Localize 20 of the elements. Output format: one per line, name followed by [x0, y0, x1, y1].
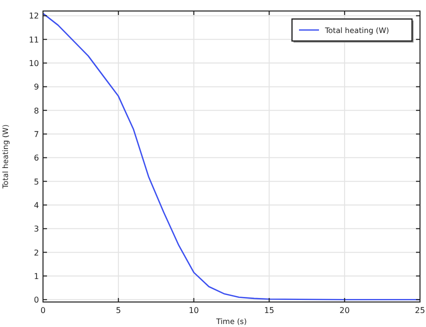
x-tick-label: 15 — [264, 306, 274, 315]
y-tick-label: 11 — [28, 35, 39, 44]
y-tick-label: 0 — [34, 296, 39, 305]
y-tick-label: 4 — [34, 201, 39, 210]
line-series — [43, 12, 420, 300]
y-tick-label: 7 — [34, 130, 39, 140]
x-tick-label: 0 — [40, 306, 46, 315]
y-tick-label: 12 — [28, 12, 39, 21]
y-tick-label: 8 — [34, 106, 39, 116]
y-tick-label: 3 — [34, 224, 39, 234]
x-tick-label: 10 — [188, 306, 199, 315]
x-tick-label: 25 — [414, 306, 426, 315]
y-tick-label: 9 — [34, 82, 39, 92]
y-tick-label: 2 — [34, 248, 39, 258]
y-tick-label: 6 — [34, 154, 39, 163]
x-tick-label: 5 — [116, 306, 121, 315]
y-tick-label: 1 — [34, 272, 39, 281]
x-tick-label: 20 — [340, 306, 350, 315]
y-tick-label: 5 — [34, 177, 39, 186]
y-tick-label: 10 — [28, 59, 39, 68]
